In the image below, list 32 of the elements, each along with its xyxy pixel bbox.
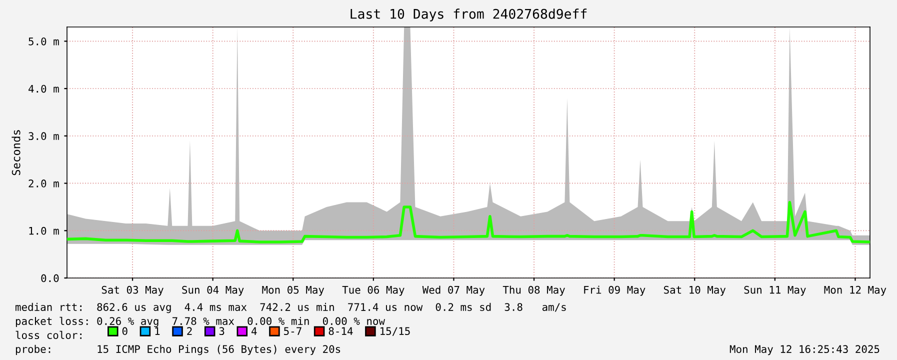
legend-label: 8-14 [328, 327, 353, 336]
x-tick-label: Wed 07 May [422, 286, 485, 296]
x-tick-label: Mon 05 May [262, 286, 324, 296]
y-tick-label: 4.0 m [28, 84, 59, 93]
y-tick-label: 0.0 [41, 274, 59, 282]
legend-label: 5-7 [284, 327, 302, 336]
text: loss color: [16, 330, 82, 340]
x-tick-label: Mon 12 May [824, 286, 886, 296]
y-tick-label: 2.0 m [28, 180, 59, 188]
y-tick-label: 1.0 m [29, 226, 59, 235]
chart-title: Last 10 Days from 2402768d9eff [350, 8, 587, 22]
legend-label: 4 [252, 327, 257, 335]
y-axis-title: Seconds [12, 130, 20, 176]
text: Mon May 12 16:25:43 2025 [730, 345, 880, 356]
x-tick-label: Sat 10 May [664, 286, 726, 296]
legend-label: 3 [219, 327, 224, 336]
text: median rtt: 862.6 us avg 4.4 ms max 742.2 us min 771.4 us now 0.2 ms sd 3.8 am/s [16, 302, 566, 314]
x-tick-label: Sun 11 May [744, 286, 806, 296]
legend-label: 15/15 [380, 327, 410, 336]
x-tick-label: Fri 09 May [584, 286, 646, 296]
text: packet loss: 0.26 % avg 7.78 % max 0.00 % min 0.00 % now [16, 316, 386, 328]
legend-label: 0 [122, 327, 128, 336]
x-tick-label: Thu 08 May [502, 286, 565, 296]
legend-label: 1 [155, 327, 160, 335]
x-tick-label: Sun 04 May [182, 286, 244, 296]
text: probe: 15 ICMP Echo Pings (56 Bytes) every 20s [16, 344, 340, 356]
y-tick-label: 5.0 m [28, 37, 59, 46]
line-series [67, 200, 870, 244]
y-tick-label: 3.0 m [28, 132, 59, 140]
x-tick-label: Tue 06 May [342, 286, 404, 296]
x-tick-label: Sat 03 May [102, 286, 164, 296]
legend-label: 2 [187, 327, 192, 335]
